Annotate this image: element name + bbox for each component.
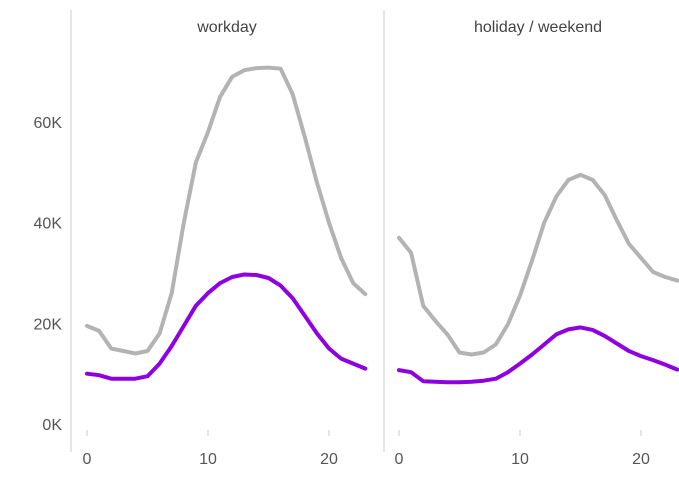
series-line-gray — [397, 172, 679, 357]
y-tick-label: 60K — [34, 115, 63, 132]
x-tick-label: 0 — [395, 451, 404, 468]
y-tick-label: 40K — [34, 216, 63, 233]
x-tick-label: 20 — [320, 451, 338, 468]
panel-holiday-weekend: holiday / weekend 0 10 20 — [383, 10, 679, 468]
x-tick-label: 10 — [511, 451, 529, 468]
panel-title-holiday-weekend: holiday / weekend — [474, 19, 602, 36]
series-line-purple — [397, 325, 679, 385]
panel-workday: workday 0 10 20 — [83, 19, 368, 468]
series-line-gray — [85, 65, 368, 356]
x-tick-label: 10 — [199, 451, 217, 468]
panel-title-workday: workday — [196, 19, 257, 36]
x-tick-label: 0 — [83, 451, 92, 468]
series-group — [85, 65, 368, 381]
y-axis: 0K 20K 40K 60K — [34, 10, 72, 452]
y-tick-label: 0K — [42, 417, 62, 434]
y-tick-label: 20K — [34, 316, 63, 333]
series-line-purple — [85, 272, 368, 381]
series-group — [397, 172, 679, 385]
x-tick-label: 20 — [632, 451, 650, 468]
